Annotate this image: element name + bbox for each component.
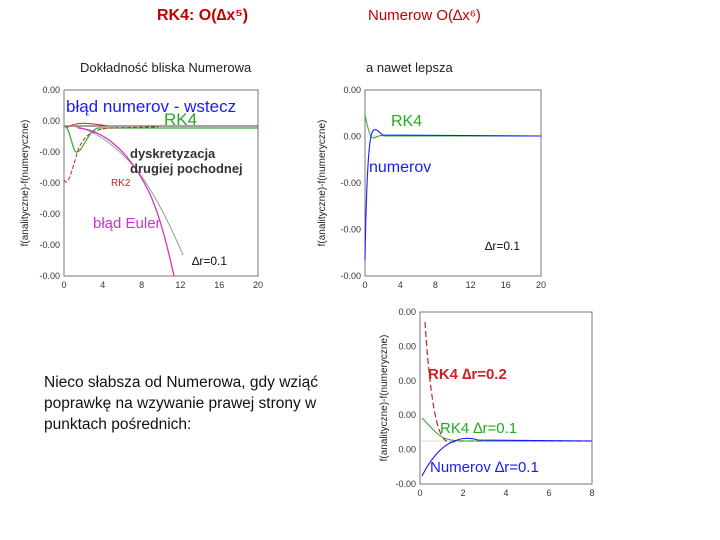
annot-rk4-dr01: RK4 ∆r=0.1 [440, 420, 517, 437]
y-ticks: 0.00 0.00 -0.00 -0.00 -0.00 [340, 85, 361, 281]
y-tick-label: 0.00 [42, 116, 60, 126]
y-axis-label: f(analityczne)-f(numeryczne) [317, 120, 328, 247]
x-tick-label: 2 [460, 488, 465, 498]
plot-frame [364, 89, 542, 277]
x-tick-label: 16 [214, 280, 224, 290]
x-tick-label: 0 [417, 488, 422, 498]
y-tick-label: -0.00 [340, 271, 361, 281]
chart-left: 0.00 0.00 -0.00 -0.00 -0.00 -0.00 -0.00 0 4 8 12 1… [20, 85, 263, 290]
x-tick-label: 6 [546, 488, 551, 498]
x-tick-label: 16 [501, 280, 511, 290]
series-red-top [65, 122, 109, 129]
y-tick-label: -0.00 [340, 225, 361, 235]
annot-numerov: numerov [369, 159, 431, 176]
x-tick-label: 4 [503, 488, 508, 498]
x-tick-label: 4 [398, 280, 403, 290]
y-tick-label: 0.00 [343, 132, 361, 142]
plot-frame [63, 89, 259, 277]
x-ticks: 0 2 4 6 8 [417, 488, 594, 498]
y-tick-label: -0.00 [39, 147, 60, 157]
chart-right: 0.00 0.00 0.00 0.00 0.00 -0.00 0 2 4 6 8 f(analit… [379, 307, 595, 498]
series-euler [77, 127, 175, 277]
x-tick-label: 20 [536, 280, 546, 290]
x-tick-label: 20 [253, 280, 263, 290]
series-rk4 [364, 114, 541, 139]
y-ticks: 0.00 0.00 0.00 0.00 0.00 -0.00 [395, 307, 416, 489]
x-tick-label: 0 [362, 280, 367, 290]
x-ticks: 0 4 8 12 16 20 [362, 280, 546, 290]
numerow-title: Numerow O(∆x⁶) [368, 7, 481, 24]
x-tick-label: 12 [466, 280, 476, 290]
x-tick-label: 8 [589, 488, 594, 498]
annot-rk4: RK4 [164, 110, 197, 129]
y-tick-label: 0.00 [42, 85, 60, 95]
rk4-title: RK4: O(∆x⁵) [157, 7, 249, 24]
annot-euler: błąd Euler [93, 215, 161, 232]
y-tick-label: 0.00 [398, 307, 416, 317]
annot-drugiej-pochodnej: drugiej pochodnej [130, 161, 243, 176]
annot-numerov-dr01: Numerov ∆r=0.1 [430, 459, 539, 476]
annot-rk4-dr02: RK4 ∆r=0.2 [428, 366, 507, 383]
series-rk4-dr01 [421, 417, 592, 442]
y-tick-label: 0.00 [343, 85, 361, 95]
x-tick-label: 8 [139, 280, 144, 290]
annot-numerov-wstecz: błąd numerov - wstecz [66, 97, 236, 116]
left-subtitle: Dokładność bliska Numerowa [80, 60, 252, 75]
plot-frame [419, 311, 593, 485]
series-rk2 [63, 126, 159, 183]
y-tick-label: -0.00 [340, 178, 361, 188]
x-ticks: 0 4 8 12 16 20 [61, 280, 263, 290]
y-axis-label: f(analityczne)-f(numeryczne) [379, 335, 390, 462]
annot-dyskretyzacja: dyskretyzacja [130, 146, 216, 161]
y-tick-label: -0.00 [39, 178, 60, 188]
y-tick-label: 0.00 [398, 376, 416, 386]
series-numerov-dr01 [421, 437, 593, 477]
y-tick-label: -0.00 [395, 479, 416, 489]
annot-rk2: RK2 [111, 178, 131, 189]
y-tick-label: 0.00 [398, 445, 416, 455]
note-text: Nieco słabsza od Numerowa, gdy wziąć pop… [44, 374, 318, 433]
x-tick-label: 4 [100, 280, 105, 290]
y-tick-label: -0.00 [39, 209, 60, 219]
x-tick-label: 12 [175, 280, 185, 290]
right-subtitle: a nawet lepsza [366, 60, 453, 75]
y-tick-label: 0.00 [398, 410, 416, 420]
annot-rk4: RK4 [391, 113, 422, 130]
step-label-left: ∆r=0.1 [192, 254, 227, 268]
y-tick-label: -0.00 [39, 240, 60, 250]
y-axis-label: f(analityczne)-f(numeryczne) [20, 120, 31, 247]
x-tick-label: 8 [433, 280, 438, 290]
chart-middle: 0.00 0.00 -0.00 -0.00 -0.00 0 4 8 12 16 20 f(anal… [317, 85, 546, 290]
series-numerov [364, 129, 542, 261]
step-label-middle: ∆r=0.1 [485, 239, 520, 253]
y-tick-label: 0.00 [398, 341, 416, 351]
y-ticks: 0.00 0.00 -0.00 -0.00 -0.00 -0.00 -0.00 [39, 85, 60, 281]
y-tick-label: -0.00 [39, 271, 60, 281]
x-tick-label: 0 [61, 280, 66, 290]
